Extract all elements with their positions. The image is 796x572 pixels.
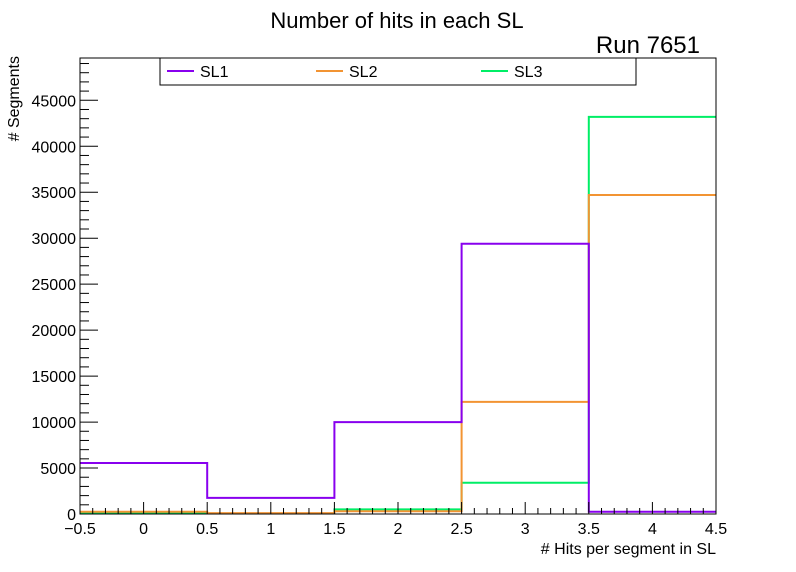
y-tick-label: 30000 <box>32 231 77 248</box>
series-line-sl3 <box>80 115 716 515</box>
legend-entries: SL1 SL2 SL3 <box>167 64 543 81</box>
series-line-sl2 <box>80 193 716 515</box>
series-line-sl1 <box>80 242 716 513</box>
series-layer <box>80 115 716 515</box>
y-axis-label: # Segments <box>6 56 23 141</box>
y-tick-label: 15000 <box>32 369 77 386</box>
y-tick-label: 25000 <box>32 277 77 294</box>
y-tick-label: 20000 <box>32 323 77 340</box>
x-axis-label: # Hits per segment in SL <box>541 541 716 558</box>
x-tick-label: 0 <box>139 521 148 538</box>
y-tick-label: 10000 <box>32 415 77 432</box>
y-tick-label: 0 <box>67 507 76 524</box>
legend-label-sl2: SL2 <box>349 64 378 81</box>
legend-label-sl3: SL3 <box>514 64 543 81</box>
axes-layer: −0.5 0 0.5 1 1.5 2 2.5 3 3.5 4 4.50500010000150002… <box>32 57 727 538</box>
legend-box <box>159 57 637 86</box>
y-tick-label: 40000 <box>32 139 77 156</box>
y-tick-label: 45000 <box>32 93 77 110</box>
x-tick-label: 3.5 <box>578 521 600 538</box>
x-tick-label: 2 <box>394 521 403 538</box>
x-tick-label: −0.5 <box>64 521 96 538</box>
x-tick-label: 3 <box>521 521 530 538</box>
x-tick-label: 1.5 <box>323 521 345 538</box>
y-tick-label: 35000 <box>32 185 77 202</box>
x-tick-label: 4.5 <box>705 521 727 538</box>
x-tick-label: 4 <box>648 521 657 538</box>
run-label: Run 7651 <box>596 32 700 59</box>
legend-label-sl1: SL1 <box>200 64 229 81</box>
x-tick-label: 0.5 <box>196 521 218 538</box>
plot-frame <box>79 57 717 515</box>
x-tick-label: 1 <box>266 521 275 538</box>
x-tick-label: 2.5 <box>450 521 472 538</box>
legend: SL1 SL2 SL3 <box>159 57 637 86</box>
chart-title: Number of hits in each SL <box>270 8 523 33</box>
y-tick-label: 5000 <box>40 461 76 478</box>
